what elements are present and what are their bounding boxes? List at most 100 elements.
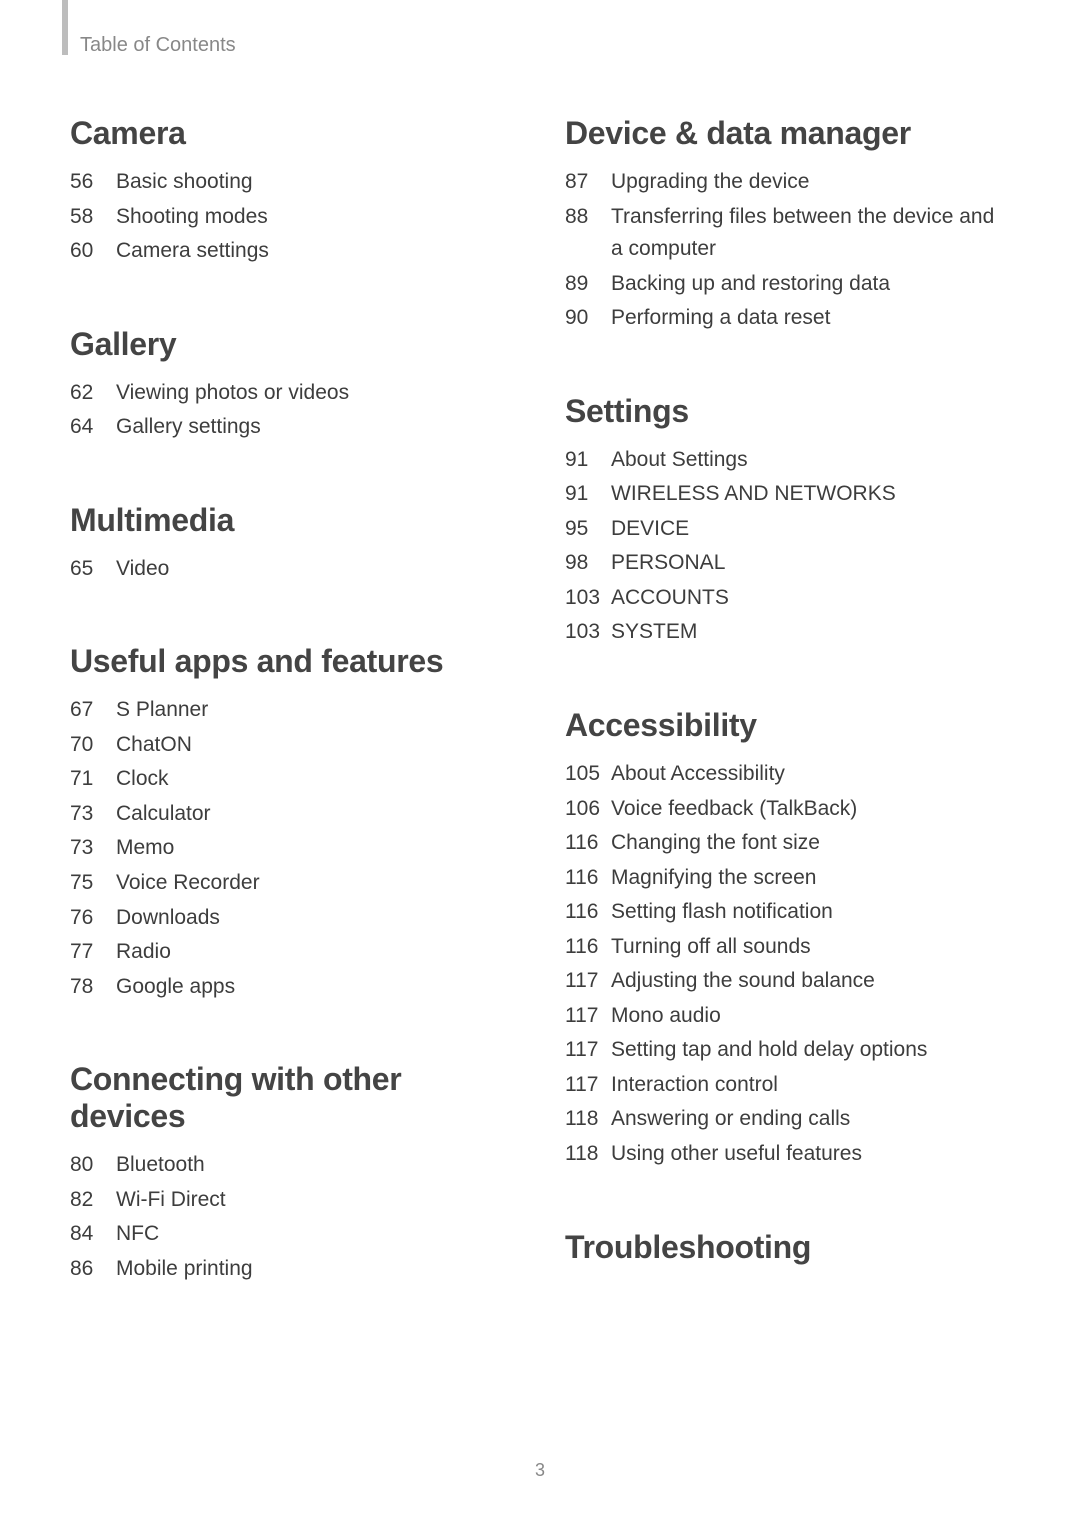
entry-label: Answering or ending calls <box>611 1103 1010 1136</box>
entry-page: 116 <box>565 827 611 860</box>
toc-entry[interactable]: 70ChatON <box>70 729 515 762</box>
entry-label: Camera settings <box>116 235 515 268</box>
entry-page: 116 <box>565 931 611 964</box>
entry-label: About Accessibility <box>611 758 1010 791</box>
entry-label: Basic shooting <box>116 166 515 199</box>
entry-page: 78 <box>70 971 116 1004</box>
toc-entry[interactable]: 67S Planner <box>70 694 515 727</box>
toc-entry[interactable]: 106Voice feedback (TalkBack) <box>565 793 1010 826</box>
entry-page: 56 <box>70 166 116 199</box>
entry-page: 95 <box>565 513 611 546</box>
toc-entry[interactable]: 105About Accessibility <box>565 758 1010 791</box>
toc-entry[interactable]: 86Mobile printing <box>70 1253 515 1286</box>
toc-section: Multimedia 65Video <box>70 502 515 586</box>
entry-label: Voice feedback (TalkBack) <box>611 793 1010 826</box>
toc-entry[interactable]: 91WIRELESS AND NETWORKS <box>565 478 1010 511</box>
entry-label: Google apps <box>116 971 515 1004</box>
entry-label: Mono audio <box>611 1000 1010 1033</box>
toc-section: Accessibility 105About Accessibility106Vo… <box>565 707 1010 1171</box>
toc-entry[interactable]: 73Calculator <box>70 798 515 831</box>
toc-entry[interactable]: 82Wi-Fi Direct <box>70 1184 515 1217</box>
entry-page: 80 <box>70 1149 116 1182</box>
entry-label: Performing a data reset <box>611 302 1010 335</box>
entry-label: Backing up and restoring data <box>611 268 1010 301</box>
toc-entry[interactable]: 118Answering or ending calls <box>565 1103 1010 1136</box>
toc-entry[interactable]: 117Adjusting the sound balance <box>565 965 1010 998</box>
toc-entry[interactable]: 95DEVICE <box>565 513 1010 546</box>
toc-entry[interactable]: 60Camera settings <box>70 235 515 268</box>
toc-entry[interactable]: 71Clock <box>70 763 515 796</box>
toc-entry[interactable]: 73Memo <box>70 832 515 865</box>
entry-page: 118 <box>565 1103 611 1136</box>
entry-page: 117 <box>565 965 611 998</box>
section-title[interactable]: Gallery <box>70 326 515 363</box>
entry-label: About Settings <box>611 444 1010 477</box>
toc-entry[interactable]: 117Interaction control <box>565 1069 1010 1102</box>
toc-entry[interactable]: 78Google apps <box>70 971 515 1004</box>
page-number: 3 <box>0 1460 1080 1481</box>
toc-entry[interactable]: 116Magnifying the screen <box>565 862 1010 895</box>
toc-entry[interactable]: 103SYSTEM <box>565 616 1010 649</box>
toc-entry[interactable]: 58Shooting modes <box>70 201 515 234</box>
toc-entry[interactable]: 89Backing up and restoring data <box>565 268 1010 301</box>
section-title[interactable]: Connecting with other devices <box>70 1061 515 1135</box>
toc-entry[interactable]: 75Voice Recorder <box>70 867 515 900</box>
toc-entry[interactable]: 103ACCOUNTS <box>565 582 1010 615</box>
entry-label: Changing the font size <box>611 827 1010 860</box>
toc-entry[interactable]: 56Basic shooting <box>70 166 515 199</box>
entry-label: Wi-Fi Direct <box>116 1184 515 1217</box>
toc-entry[interactable]: 76Downloads <box>70 902 515 935</box>
entry-label: Transferring files between the device an… <box>611 201 1010 266</box>
entry-label: ACCOUNTS <box>611 582 1010 615</box>
entry-label: NFC <box>116 1218 515 1251</box>
section-title[interactable]: Device & data manager <box>565 115 1010 152</box>
section-title[interactable]: Camera <box>70 115 515 152</box>
entry-page: 73 <box>70 798 116 831</box>
toc-entry[interactable]: 116Turning off all sounds <box>565 931 1010 964</box>
entry-page: 118 <box>565 1138 611 1171</box>
entry-label: Turning off all sounds <box>611 931 1010 964</box>
entry-page: 86 <box>70 1253 116 1286</box>
entry-page: 84 <box>70 1218 116 1251</box>
entry-label: Downloads <box>116 902 515 935</box>
toc-entry[interactable]: 88Transferring files between the device … <box>565 201 1010 266</box>
entry-label: Magnifying the screen <box>611 862 1010 895</box>
entry-page: 70 <box>70 729 116 762</box>
entry-page: 103 <box>565 582 611 615</box>
entry-label: Upgrading the device <box>611 166 1010 199</box>
entry-page: 117 <box>565 1034 611 1067</box>
section-title[interactable]: Useful apps and features <box>70 643 515 680</box>
toc-entry[interactable]: 116Changing the font size <box>565 827 1010 860</box>
toc-entry[interactable]: 98PERSONAL <box>565 547 1010 580</box>
toc-entry[interactable]: 90Performing a data reset <box>565 302 1010 335</box>
running-head: Table of Contents <box>80 34 236 57</box>
section-title[interactable]: Accessibility <box>565 707 1010 744</box>
toc-entry[interactable]: 64Gallery settings <box>70 411 515 444</box>
toc-entry[interactable]: 62Viewing photos or videos <box>70 377 515 410</box>
entry-page: 117 <box>565 1069 611 1102</box>
section-title[interactable]: Settings <box>565 393 1010 430</box>
toc-entry[interactable]: 84NFC <box>70 1218 515 1251</box>
toc-entry[interactable]: 116Setting flash notification <box>565 896 1010 929</box>
toc-entry[interactable]: 118Using other useful features <box>565 1138 1010 1171</box>
entry-page: 89 <box>565 268 611 301</box>
entry-label: Calculator <box>116 798 515 831</box>
toc-entry[interactable]: 117Mono audio <box>565 1000 1010 1033</box>
toc-entry[interactable]: 65Video <box>70 553 515 586</box>
entry-page: 75 <box>70 867 116 900</box>
toc-entry[interactable]: 87Upgrading the device <box>565 166 1010 199</box>
entry-label: Clock <box>116 763 515 796</box>
toc-section: Gallery 62Viewing photos or videos64Galle… <box>70 326 515 444</box>
toc-entry[interactable]: 80Bluetooth <box>70 1149 515 1182</box>
toc-entry[interactable]: 91About Settings <box>565 444 1010 477</box>
toc-entry[interactable]: 77Radio <box>70 936 515 969</box>
toc-section: Device & data manager 87Upgrading the dev… <box>565 115 1010 335</box>
entry-label: DEVICE <box>611 513 1010 546</box>
toc-entry[interactable]: 117Setting tap and hold delay options <box>565 1034 1010 1067</box>
section-title[interactable]: Troubleshooting <box>565 1229 1010 1266</box>
section-title[interactable]: Multimedia <box>70 502 515 539</box>
entry-page: 91 <box>565 478 611 511</box>
right-column: Device & data manager 87Upgrading the dev… <box>565 115 1010 1343</box>
entry-label: Gallery settings <box>116 411 515 444</box>
entry-page: 65 <box>70 553 116 586</box>
